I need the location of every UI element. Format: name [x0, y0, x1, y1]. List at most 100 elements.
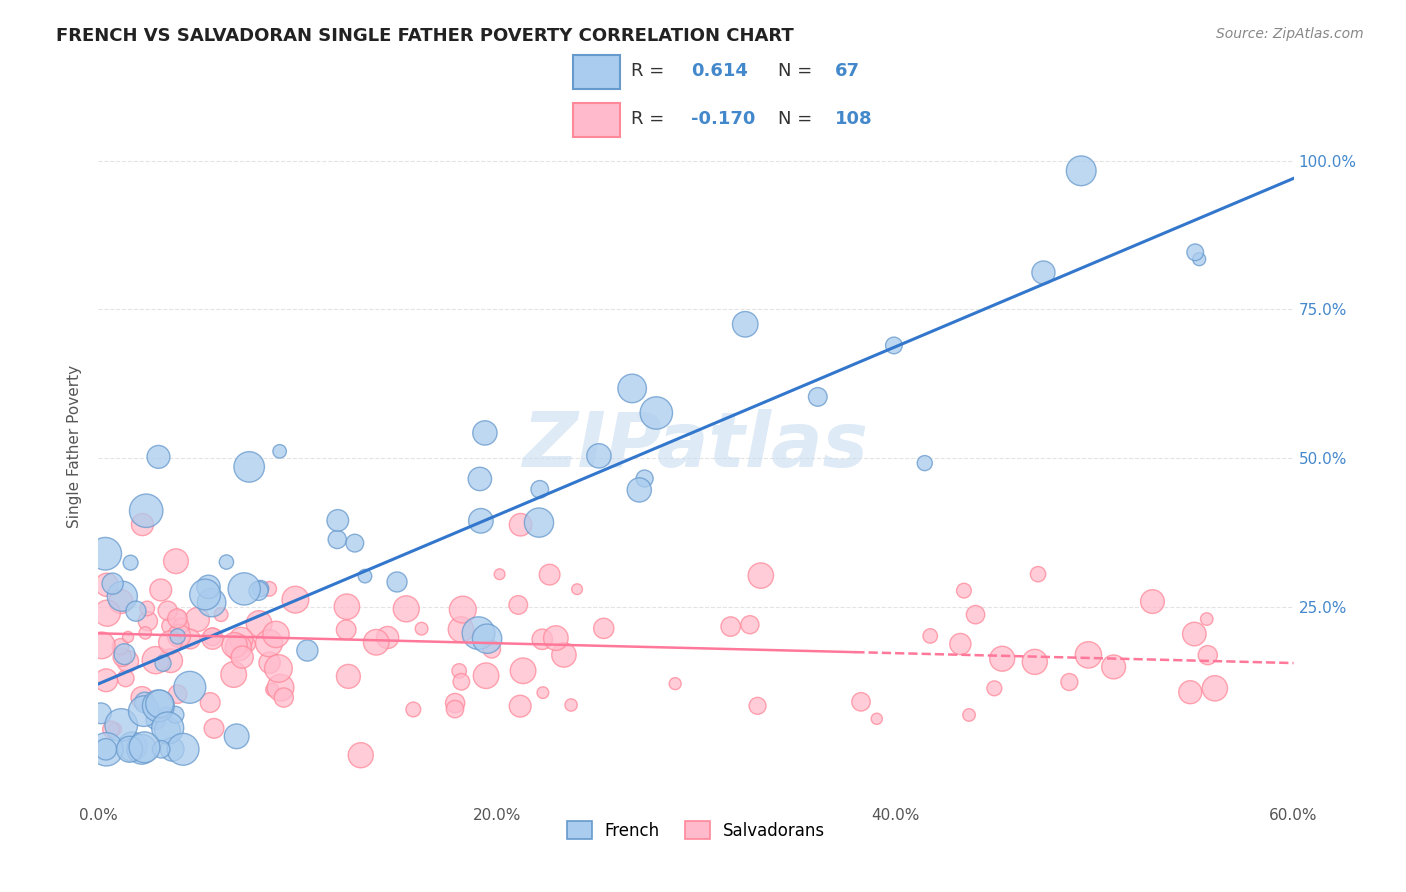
Point [953, 583, 976, 598]
Point [148, 698, 170, 713]
Point [202, 722, 225, 736]
Point [377, 631, 399, 645]
Point [110, 718, 132, 732]
Point [155, 706, 177, 721]
Point [231, 632, 253, 647]
Point [201, 630, 224, 644]
Point [90, 638, 112, 652]
Point [100, 723, 122, 737]
Point [738, 617, 761, 632]
Point [1184, 245, 1206, 260]
Point [262, 682, 284, 697]
Point [444, 702, 467, 716]
Point [633, 471, 655, 485]
Point [402, 702, 425, 716]
Point [96, 578, 118, 592]
Point [512, 664, 534, 678]
Point [565, 582, 588, 597]
Text: N =: N = [778, 62, 817, 80]
Point [488, 567, 510, 582]
Point [172, 742, 194, 756]
Point [475, 632, 498, 646]
Point [326, 513, 349, 527]
Point [1077, 648, 1099, 662]
Point [544, 631, 567, 645]
Point [145, 653, 167, 667]
Point [965, 607, 987, 622]
Point [149, 582, 172, 597]
Point [94, 742, 117, 756]
Point [236, 637, 259, 651]
Point [467, 626, 489, 640]
Point [201, 596, 224, 610]
Point [509, 699, 531, 714]
Point [132, 704, 155, 718]
Point [110, 640, 132, 654]
Point [233, 582, 256, 596]
Point [1188, 252, 1211, 267]
Point [983, 681, 1005, 696]
Point [588, 449, 610, 463]
Point [343, 536, 366, 550]
Point [957, 708, 980, 723]
Point [136, 614, 159, 628]
Point [1180, 685, 1202, 699]
Point [201, 632, 224, 646]
Point [156, 604, 179, 618]
Point [553, 648, 575, 662]
Point [508, 598, 530, 612]
Point [114, 647, 136, 661]
Point [538, 567, 561, 582]
Point [101, 576, 124, 591]
Point [118, 742, 141, 756]
Point [270, 681, 292, 695]
FancyBboxPatch shape [574, 103, 620, 137]
Point [949, 637, 972, 651]
Point [194, 587, 217, 601]
Point [148, 450, 170, 464]
Point [336, 599, 359, 614]
Point [179, 681, 201, 695]
Point [150, 742, 173, 756]
Point [131, 517, 153, 532]
Point [366, 635, 388, 649]
Point [509, 517, 531, 532]
Point [475, 669, 498, 683]
Point [1142, 594, 1164, 608]
Point [920, 629, 942, 643]
Point [136, 601, 159, 615]
Point [228, 640, 250, 655]
Point [197, 580, 219, 594]
Point [1024, 655, 1046, 669]
Point [159, 619, 181, 633]
Point [225, 729, 247, 743]
Point [807, 390, 830, 404]
Point [167, 611, 190, 625]
Point [165, 707, 187, 722]
Point [354, 569, 377, 583]
Point [449, 664, 471, 678]
Point [350, 748, 373, 763]
Y-axis label: Single Father Poverty: Single Father Poverty [67, 365, 83, 527]
Point [179, 632, 201, 646]
Point [94, 673, 117, 688]
Point [135, 504, 157, 518]
Point [849, 695, 872, 709]
Point [131, 690, 153, 705]
Point [249, 582, 271, 596]
Point [1059, 675, 1081, 690]
Point [481, 642, 503, 657]
Point [866, 712, 889, 726]
Text: R =: R = [630, 62, 669, 80]
Point [156, 723, 179, 738]
Text: ZIPatlas: ZIPatlas [523, 409, 869, 483]
Point [114, 671, 136, 685]
Point [1026, 567, 1049, 582]
Point [224, 638, 246, 652]
Point [167, 629, 190, 643]
Point [96, 606, 118, 620]
Point [247, 616, 270, 631]
Point [247, 583, 270, 598]
Point [395, 602, 418, 616]
Point [104, 722, 127, 736]
